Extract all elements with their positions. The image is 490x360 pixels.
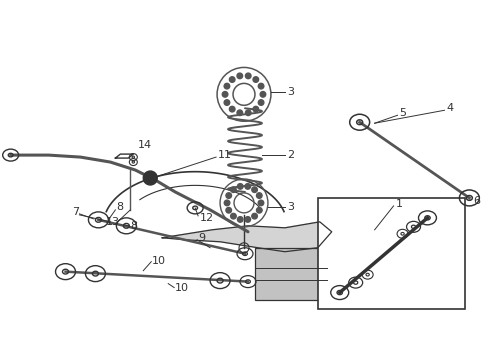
Text: 14: 14: [138, 140, 152, 150]
Circle shape: [245, 110, 251, 116]
Circle shape: [238, 217, 243, 222]
Text: 9: 9: [198, 233, 205, 243]
Circle shape: [238, 184, 243, 189]
Text: 11: 11: [218, 150, 232, 160]
Text: 4: 4: [446, 103, 454, 113]
Text: 8: 8: [130, 221, 138, 231]
Circle shape: [222, 91, 228, 97]
Text: 13: 13: [105, 217, 120, 227]
Text: 6: 6: [473, 196, 480, 206]
Circle shape: [260, 91, 266, 97]
Circle shape: [231, 213, 236, 219]
Text: 3: 3: [287, 202, 294, 212]
Circle shape: [143, 171, 157, 185]
Circle shape: [256, 207, 262, 213]
Text: 1: 1: [395, 199, 403, 209]
Circle shape: [224, 200, 230, 206]
Circle shape: [245, 184, 250, 189]
Polygon shape: [162, 222, 332, 252]
Circle shape: [237, 73, 243, 79]
Circle shape: [229, 77, 235, 82]
Circle shape: [258, 100, 264, 105]
Circle shape: [245, 73, 251, 79]
Circle shape: [226, 207, 231, 213]
Circle shape: [258, 200, 264, 206]
Text: 10: 10: [152, 256, 166, 266]
Circle shape: [256, 193, 262, 198]
Circle shape: [229, 106, 235, 112]
Circle shape: [252, 187, 257, 193]
Circle shape: [224, 83, 230, 89]
Circle shape: [224, 100, 230, 105]
Circle shape: [245, 217, 250, 222]
Text: 3: 3: [287, 87, 294, 97]
Text: 2: 2: [287, 150, 294, 160]
Circle shape: [253, 77, 259, 82]
Circle shape: [253, 106, 259, 112]
Circle shape: [252, 213, 257, 219]
Bar: [255, 248, 327, 300]
Circle shape: [237, 110, 243, 116]
Bar: [318, 198, 466, 310]
Circle shape: [258, 83, 264, 89]
Circle shape: [226, 193, 231, 198]
Text: 5: 5: [399, 108, 407, 118]
Text: 10: 10: [175, 283, 189, 293]
Circle shape: [231, 187, 236, 193]
Text: 12: 12: [200, 213, 214, 223]
Text: 7: 7: [73, 207, 79, 217]
Text: 8: 8: [116, 202, 123, 212]
